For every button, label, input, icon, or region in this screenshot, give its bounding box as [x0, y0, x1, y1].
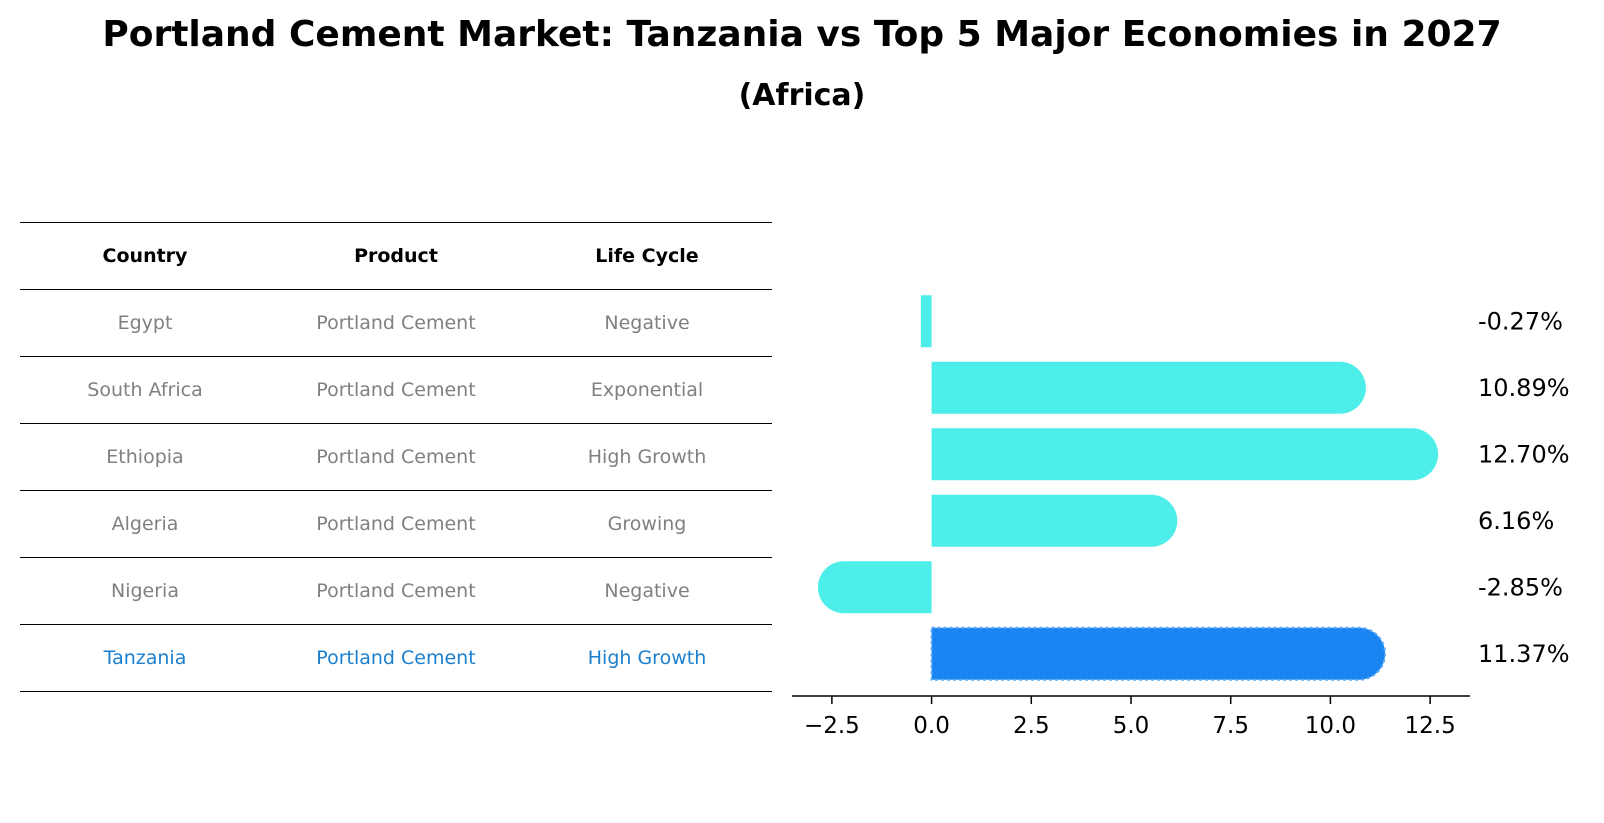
- header-life-cycle: Life Cycle: [522, 222, 772, 290]
- cell-product: Portland Cement: [270, 356, 522, 424]
- cell-country: Egypt: [20, 289, 270, 357]
- cell-product: Portland Cement: [270, 289, 522, 357]
- data-label: 11.37%: [1478, 640, 1570, 668]
- table-row: Ethiopia Portland Cement High Growth: [20, 423, 772, 491]
- bar-ethiopia: [931, 428, 1439, 481]
- x-tick-label: 0.0: [913, 713, 950, 739]
- data-label: 10.89%: [1478, 374, 1570, 402]
- header-country: Country: [20, 222, 270, 290]
- comparison-table: Country Product Life Cycle Egypt Portlan…: [20, 222, 772, 692]
- table-row: Algeria Portland Cement Growing: [20, 490, 772, 558]
- bar-algeria: [931, 494, 1178, 547]
- table-header-row: Country Product Life Cycle: [20, 222, 772, 290]
- x-tick-label: 12.5: [1405, 713, 1456, 739]
- cell-country: Nigeria: [20, 557, 270, 625]
- cell-life-cycle: Exponential: [522, 356, 772, 424]
- cell-product: Portland Cement: [270, 490, 522, 558]
- cell-product: Portland Cement: [270, 557, 522, 625]
- bar-nigeria: [817, 561, 932, 614]
- data-label: -0.27%: [1478, 307, 1563, 335]
- cell-life-cycle: Growing: [522, 490, 772, 558]
- cell-country: South Africa: [20, 356, 270, 424]
- header-product: Product: [270, 222, 522, 290]
- cell-country: Ethiopia: [20, 423, 270, 491]
- cell-country: Algeria: [20, 490, 270, 558]
- chart-title: Portland Cement Market: Tanzania vs Top …: [102, 14, 1502, 55]
- x-tick-label: 10.0: [1305, 713, 1356, 739]
- x-tick-label: −2.5: [804, 713, 860, 739]
- chart-subtitle: (Africa): [738, 78, 866, 113]
- cell-country: Tanzania: [20, 624, 270, 692]
- table-row: Egypt Portland Cement Negative: [20, 289, 772, 357]
- table-row: Nigeria Portland Cement Negative: [20, 557, 772, 625]
- cell-life-cycle: High Growth: [522, 423, 772, 491]
- cell-life-cycle: Negative: [522, 289, 772, 357]
- x-tick-label: 2.5: [1013, 713, 1050, 739]
- bar-tanzania: [930, 626, 1387, 681]
- bar-egypt: [920, 295, 932, 348]
- table-row-highlighted: Tanzania Portland Cement High Growth: [20, 624, 772, 692]
- table-row: South Africa Portland Cement Exponential: [20, 356, 772, 424]
- data-label: -2.85%: [1478, 573, 1563, 601]
- cell-product: Portland Cement: [270, 624, 522, 692]
- bar-south-africa: [931, 361, 1366, 414]
- cell-product: Portland Cement: [270, 423, 522, 491]
- cell-life-cycle: High Growth: [522, 624, 772, 692]
- x-tick-label: 5.0: [1113, 713, 1150, 739]
- data-label: 6.16%: [1478, 507, 1554, 535]
- data-label: 12.70%: [1478, 440, 1570, 468]
- cell-life-cycle: Negative: [522, 557, 772, 625]
- x-tick-label: 7.5: [1212, 713, 1249, 739]
